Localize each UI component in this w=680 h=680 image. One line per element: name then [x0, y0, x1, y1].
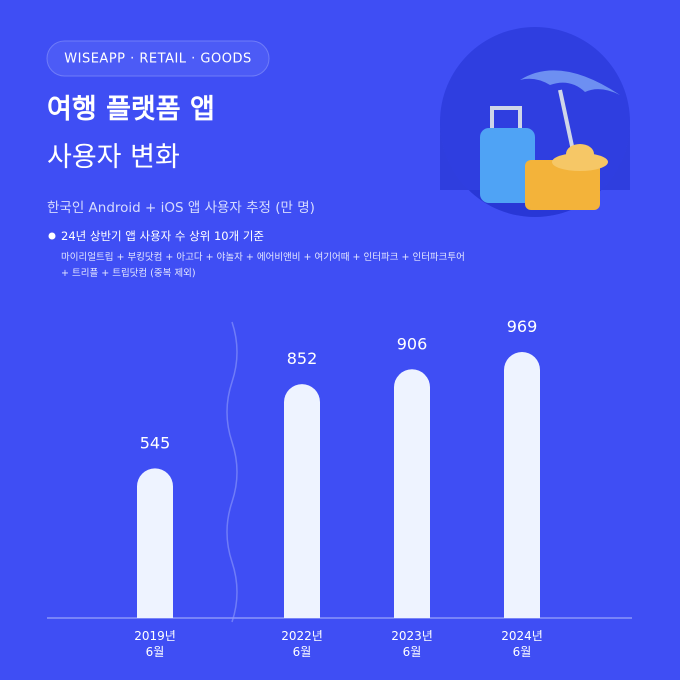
value-label: 969	[507, 317, 538, 336]
value-label: 545	[140, 433, 171, 452]
note: 24년 상반기 앱 사용자 수 상위 10개 기준	[61, 229, 264, 243]
title: 사용자 변화	[47, 142, 180, 173]
bullet	[48, 232, 56, 240]
note-detail: + 트리플 + 트립닷컴 (중복 제외)	[61, 267, 196, 279]
x-tick-label: 2024년 6월	[501, 629, 543, 659]
value-label: 906	[397, 334, 428, 353]
bar	[284, 384, 320, 618]
tag-pill	[46, 40, 270, 77]
axis-break	[226, 321, 238, 623]
note-detail: 마이리얼트립 + 부킹닷컴 + 아고다 + 야놀자 + 에어비앤비 + 여기어때…	[61, 251, 465, 263]
subtitle: 한국인 Android + iOS 앱 사용자 추정 (만 명)	[47, 200, 315, 216]
value-label: 852	[287, 349, 318, 368]
x-tick-label: 2022년 6월	[281, 629, 323, 659]
illustration	[440, 27, 630, 217]
bar	[504, 352, 540, 618]
bar	[394, 369, 430, 618]
x-tick-label: 2023년 6월	[391, 629, 433, 659]
title: 여행 플랫폼 앱	[47, 94, 215, 125]
bar	[137, 468, 173, 618]
tag: WISEAPP · RETAIL · GOODS	[64, 52, 251, 67]
x-tick-label: 2019년 6월	[134, 629, 176, 659]
